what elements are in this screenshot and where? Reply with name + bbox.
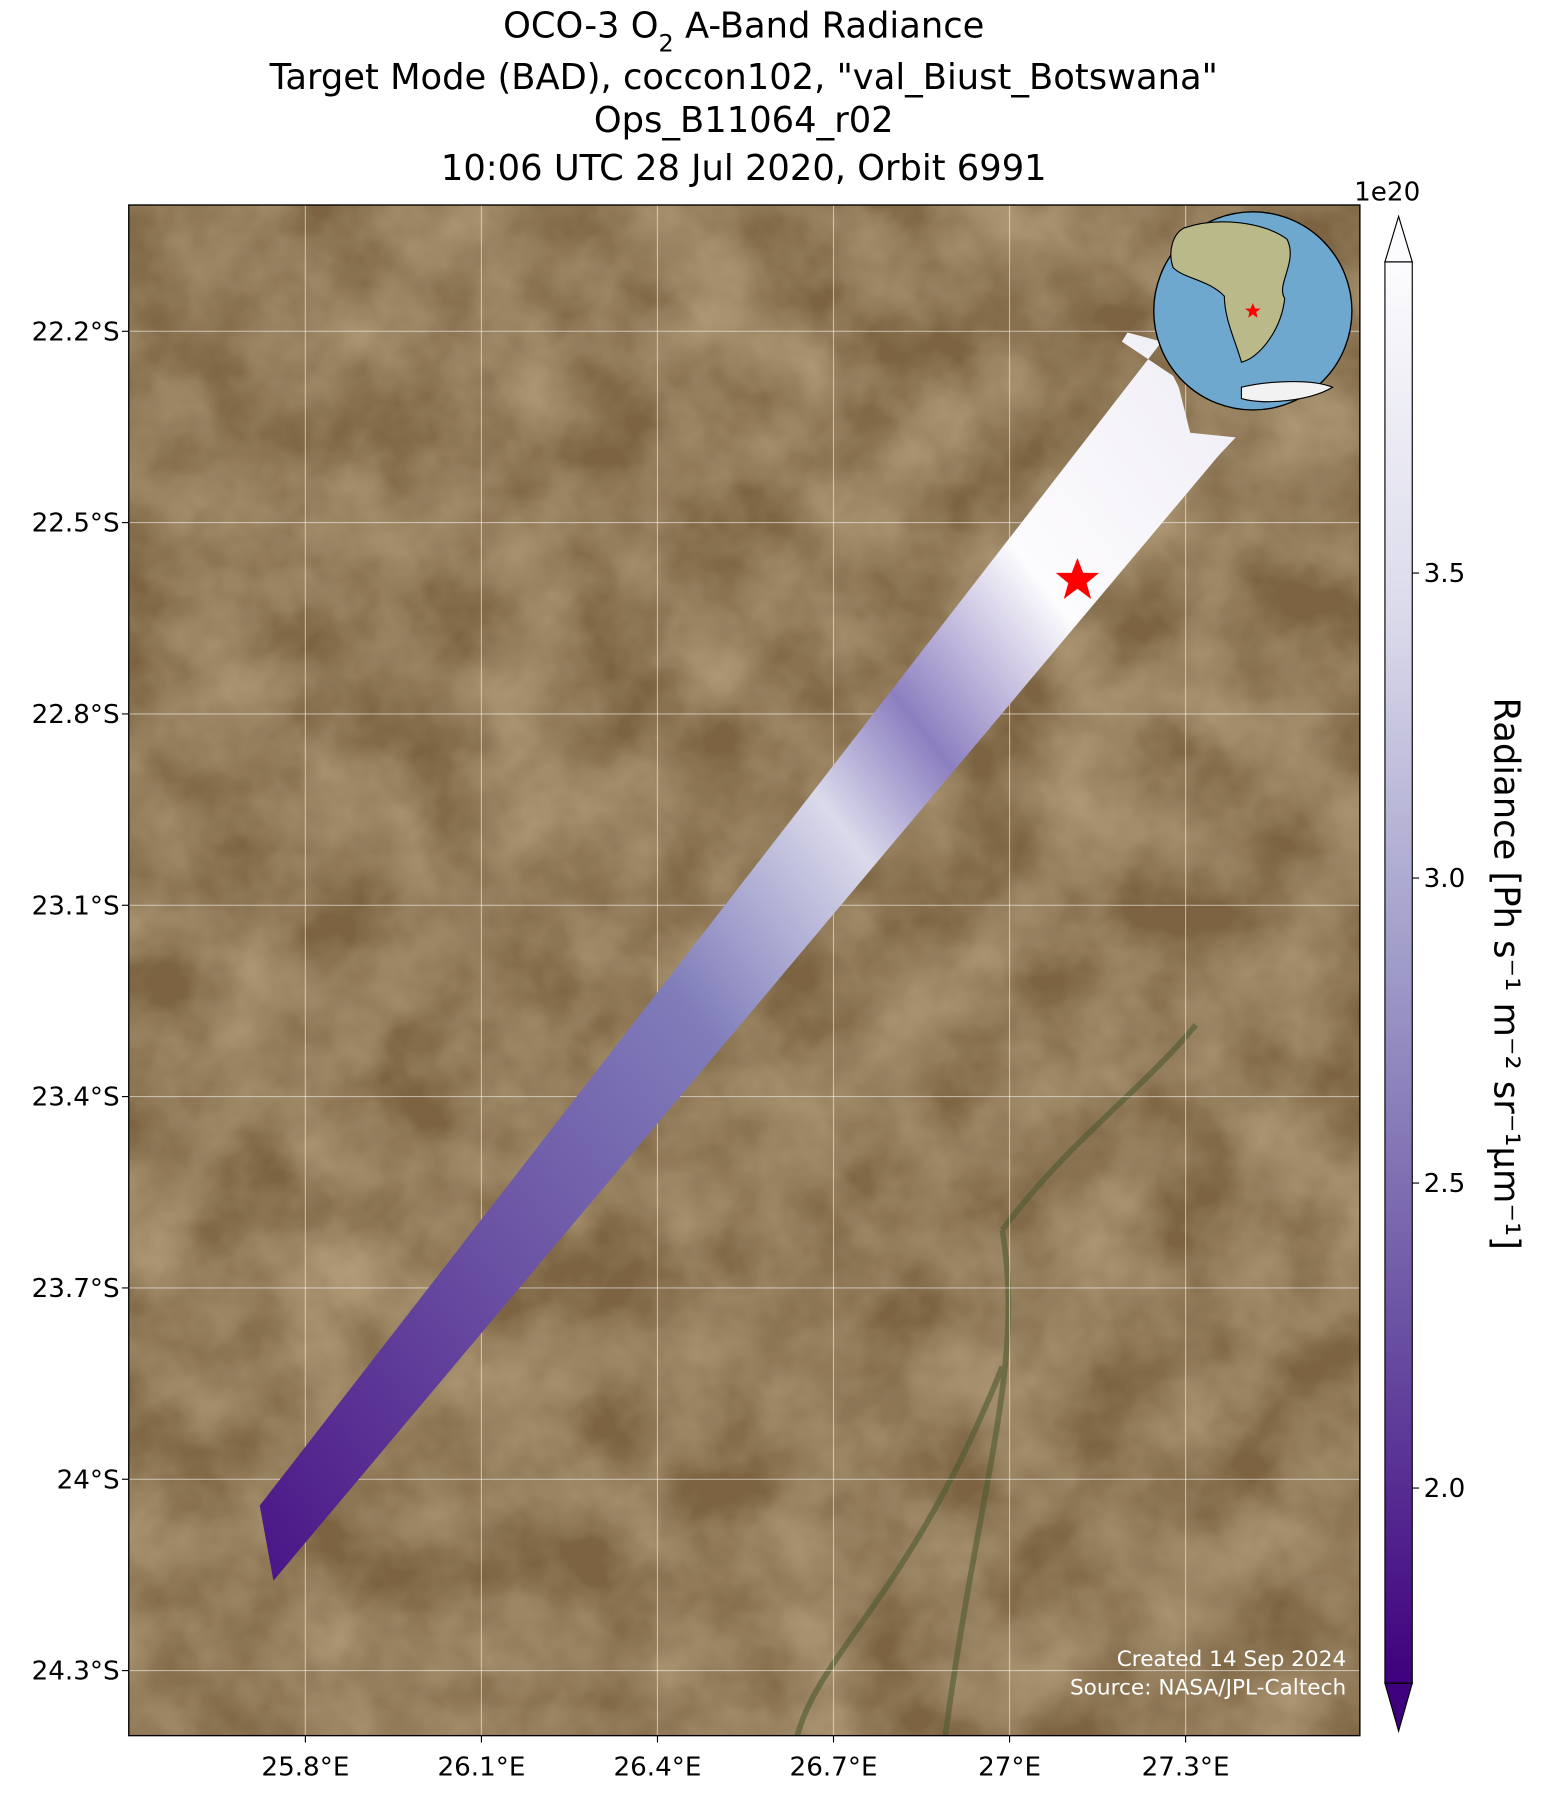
- y-tick-label: 22.5°S: [32, 509, 120, 539]
- colorbar-extend-top: [1384, 214, 1414, 263]
- colorbar-tick-label: 3.5: [1424, 559, 1466, 589]
- colorbar-frame: [1384, 261, 1413, 1684]
- title-block: OCO-3 O2 A-Band Radiance Target Mode (BA…: [269, 6, 1218, 189]
- colorbar-gradient: [1384, 261, 1413, 1684]
- x-tick-label: 26.1°E: [437, 1753, 525, 1783]
- colorbar: 1e20 Radiance [Ph s⁻¹ m⁻² sr⁻¹μm⁻¹] 2.0 2…: [1354, 177, 1526, 1734]
- title-part: OCO-3 O: [503, 6, 658, 47]
- title-line-4: 10:06 UTC 28 Jul 2020, Orbit 6991: [441, 148, 1047, 189]
- globe-site-star: [1244, 302, 1261, 318]
- radiance-swath: [259, 332, 1236, 1581]
- colorbar-extend-bottom: [1384, 1682, 1414, 1734]
- y-tick-label: 23.4°S: [32, 1083, 120, 1113]
- title-line-2: Target Mode (BAD), coccon102, "val_Biust…: [269, 57, 1218, 98]
- y-tick-label: 24°S: [57, 1465, 120, 1495]
- x-tick-label: 26.7°E: [790, 1753, 878, 1783]
- map-area: Created 14 Sep 2024 Source: NASA/JPL-Cal…: [128, 204, 1360, 1736]
- site-star: [1055, 558, 1100, 600]
- title-line-1: OCO-3 O2 A-Band Radiance: [503, 6, 984, 58]
- x-tick-label: 26.4°E: [613, 1753, 701, 1783]
- x-tick-label: 27°E: [978, 1753, 1041, 1783]
- source-note: Source: NASA/JPL-Caltech: [1070, 1676, 1346, 1701]
- created-note: Created 14 Sep 2024: [1117, 1647, 1347, 1672]
- colorbar-tick-label: 2.0: [1424, 1474, 1466, 1504]
- title-subscript: 2: [659, 30, 674, 58]
- colorbar-offset: 1e20: [1354, 177, 1420, 207]
- colorbar-tick-label: 3.0: [1424, 864, 1466, 894]
- river: [794, 1023, 1199, 1736]
- y-tick-label: 23.7°S: [32, 1274, 120, 1304]
- x-tick-label: 27.3°E: [1142, 1753, 1230, 1783]
- globe-antarctica: [1240, 381, 1334, 403]
- y-tick-label: 23.1°S: [32, 891, 120, 921]
- globe-inset: [1153, 211, 1353, 411]
- y-tick-label: 22.2°S: [32, 317, 120, 347]
- y-tick-label: 22.8°S: [32, 700, 120, 730]
- title-line-3: Ops_B11064_r02: [594, 100, 894, 141]
- title-part: A-Band Radiance: [674, 6, 985, 47]
- map-frame: [128, 204, 1361, 1737]
- colorbar-tick-label: 2.5: [1424, 1169, 1466, 1199]
- colorbar-label: Radiance [Ph s⁻¹ m⁻² sr⁻¹μm⁻¹]: [1485, 698, 1526, 1250]
- x-tick-label: 25.8°E: [261, 1753, 349, 1783]
- globe-africa: [1170, 221, 1291, 363]
- y-tick-label: 24.3°S: [32, 1657, 120, 1687]
